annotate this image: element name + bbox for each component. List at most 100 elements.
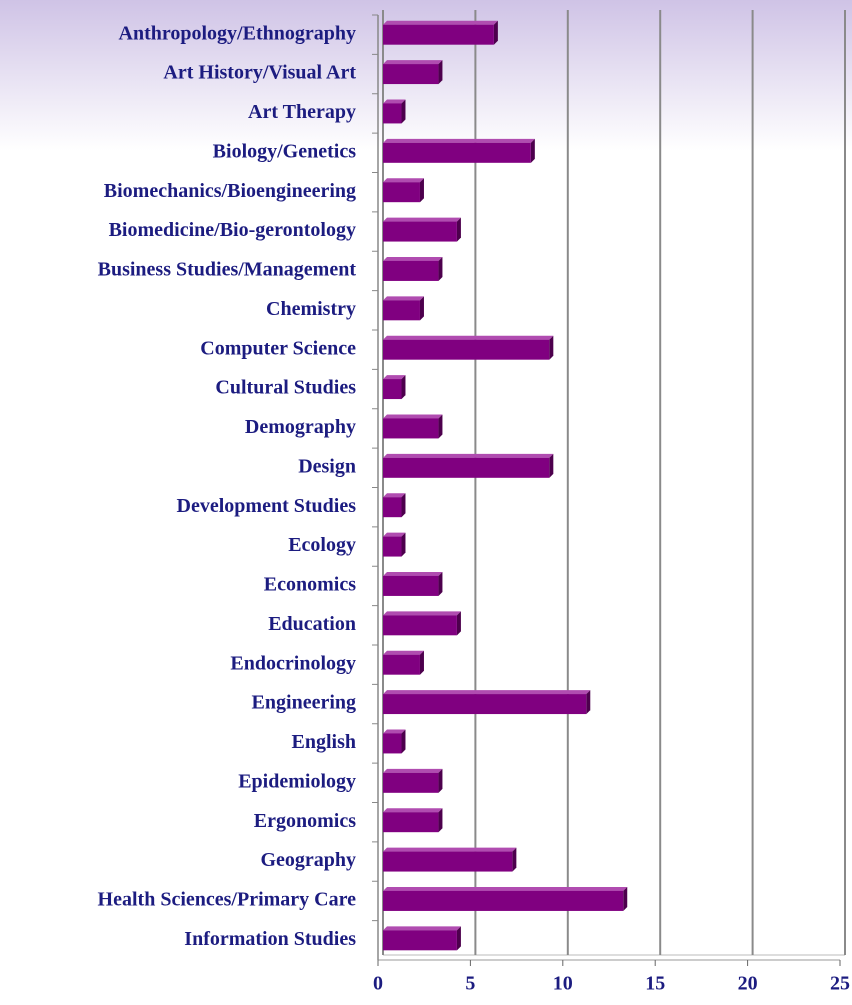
bar-side [401,493,406,518]
bar-side [623,886,628,911]
bar [383,694,587,715]
bar [383,812,439,833]
bar-side [549,335,554,360]
bar-side [438,768,443,793]
y-tick-label: Computer Science [200,337,356,359]
bar-top [383,20,498,25]
bar-side [438,414,443,439]
bar-side [438,571,443,596]
bar-top [383,650,424,655]
bar-side [438,808,443,833]
bar-side [401,375,406,400]
x-tick-label: 25 [830,973,850,995]
bar [383,890,624,911]
y-tick-label: Economics [264,574,356,596]
bar-top [383,493,406,498]
y-tick-label: Chemistry [266,298,356,320]
y-tick-label: Ergonomics [254,810,356,832]
y-tick-label: Cultural Studies [215,377,356,399]
y-tick-label: Endocrinology [230,652,356,674]
bar-side [438,60,443,85]
bar-top [383,611,461,616]
bar [383,182,420,203]
y-tick-label: Anthropology/Ethnography [119,22,356,44]
y-tick-label: Epidemiology [238,770,356,792]
y-tick-label: Ecology [288,534,356,556]
bar [383,654,420,675]
bar-top [383,453,554,458]
bar-side [512,847,517,872]
y-tick-label: Health Sciences/Primary Care [98,889,357,911]
bar-side [493,20,498,45]
bar [383,615,457,636]
bar-side [456,217,461,242]
bar [383,24,494,45]
x-tick-label: 5 [465,973,475,995]
bar-side [401,729,406,754]
bar-top [383,256,443,261]
y-tick-label: Business Studies/Management [98,259,357,281]
bar-top [383,532,406,537]
bar [383,221,457,242]
bar-side [456,926,461,951]
bar [383,497,402,518]
y-tick-label: Education [268,613,356,635]
bar-side [419,650,424,675]
bar [383,536,402,557]
bar [383,733,402,754]
bar-side [419,178,424,203]
bar [383,930,457,951]
y-tick-label: Engineering [252,692,356,714]
y-tick-label: Art Therapy [248,101,356,123]
bar-top [383,808,443,813]
bar-top [383,138,535,143]
bar-top [383,217,461,222]
bar-side [549,453,554,478]
bar [383,851,513,872]
bar-top [383,375,406,380]
bar-top [383,414,443,419]
x-tick-label: 15 [645,973,665,995]
bar [383,575,439,596]
y-tick-label: Geography [260,849,356,871]
bar [383,103,402,124]
bar-top [383,178,424,183]
bar [383,339,550,360]
bar-side [530,138,535,163]
y-tick-label: Development Studies [177,495,357,517]
bar-top [383,60,443,65]
bar-side [438,256,443,281]
y-tick-label: Demography [245,416,356,438]
bar [383,772,439,793]
y-tick-label: Biomedicine/Bio-gerontology [109,219,356,241]
bar [383,418,439,439]
x-tick-label: 20 [738,973,758,995]
bar [383,64,439,85]
bar-top [383,886,628,891]
bar-side [586,690,591,715]
bar-side [401,532,406,557]
y-tick-label: Information Studies [184,928,356,950]
x-tick-label: 10 [553,973,573,995]
bar-top [383,690,591,695]
y-tick-label: Art History/Visual Art [163,62,356,84]
bar [383,379,402,400]
y-tick-label: Biology/Genetics [213,140,357,162]
bar-top [383,335,554,340]
bar [383,457,550,478]
bar-side [419,296,424,321]
bar-top [383,926,461,931]
x-tick-label: 0 [373,973,383,995]
y-tick-label: Biomechanics/Bioengineering [104,180,356,202]
bar [383,260,439,281]
bar-top [383,296,424,301]
y-tick-label: Design [298,455,356,477]
bar-top [383,571,443,576]
bar-top [383,768,443,773]
y-tick-label: English [292,731,356,753]
bar [383,300,420,321]
bar-side [401,99,406,124]
